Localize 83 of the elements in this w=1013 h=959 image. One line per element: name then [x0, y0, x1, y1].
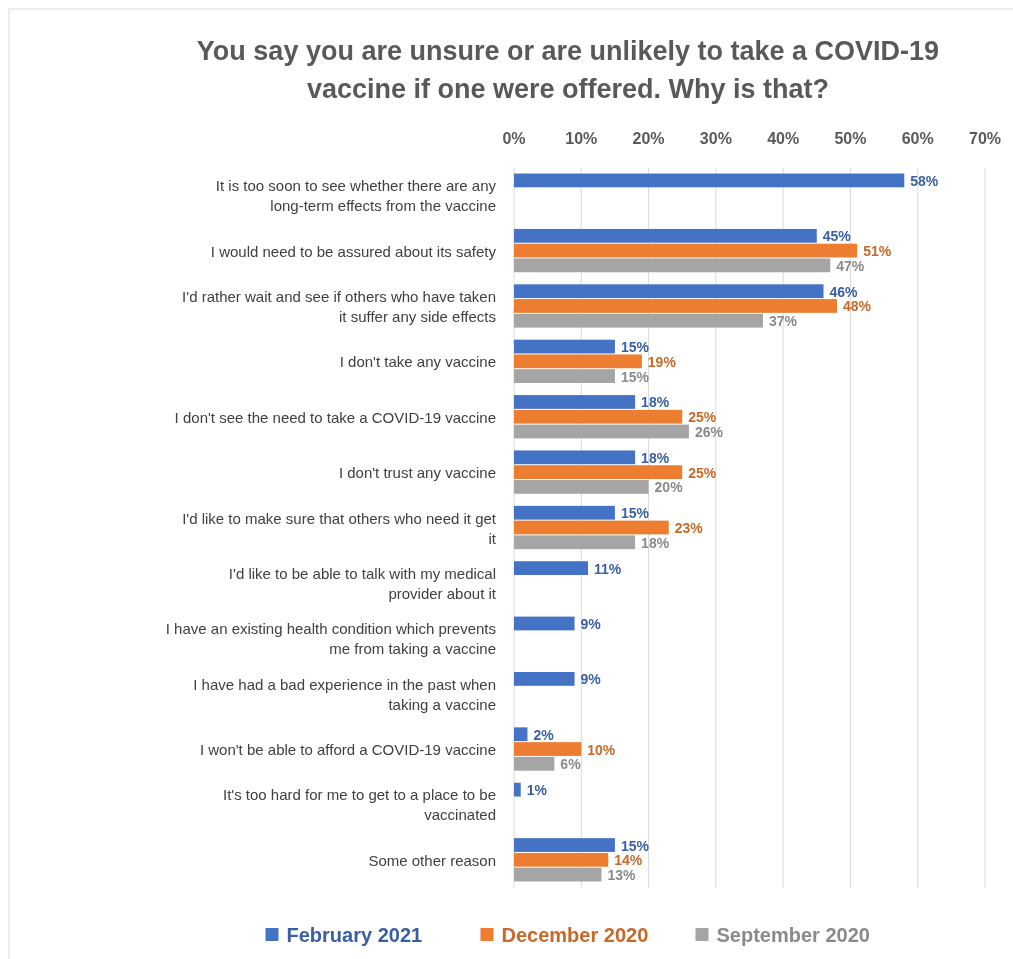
data-label: 51%: [863, 243, 892, 260]
data-label: 15%: [620, 339, 650, 356]
data-label: 47%: [836, 257, 865, 274]
y-tick-label: I have an existing health condition which prevents me from taking a vaccine: [165, 620, 496, 658]
bar: [514, 450, 636, 465]
bar: [514, 299, 837, 313]
bar: [514, 838, 615, 852]
data-label: 2%: [533, 726, 555, 743]
chart-title: You say you are unsure or are unlikely to take a COVID-19 vaccine if one were offered. Why is that?: [196, 36, 940, 104]
bar: [514, 561, 589, 575]
data-label: 14%: [614, 852, 643, 869]
bar: [514, 424, 689, 439]
x-tick-label: 30%: [699, 130, 732, 147]
bar: [514, 727, 528, 742]
data-label: 46%: [829, 283, 859, 300]
bar: [514, 867, 602, 882]
bar: [514, 742, 582, 756]
bar: [514, 228, 817, 243]
bar: [514, 284, 824, 299]
y-tick-label: I would need to be assured about its safety: [210, 242, 497, 260]
bar: [514, 782, 521, 797]
y-tick-label: I'd like to make sure that others who need it get it: [182, 509, 497, 547]
bar: [514, 535, 636, 550]
y-tick-label: Some other reason: [368, 851, 496, 869]
y-tick-label: It is too soon to see whether there are any long-term effects from the vaccine: [215, 177, 497, 215]
legend-label: December 2020: [501, 924, 649, 946]
y-tick-label: I won't be able to afford a COVID-19 vaccine: [199, 741, 496, 759]
data-label: 25%: [688, 409, 717, 426]
y-tick-label: I don't trust any vaccine: [338, 464, 496, 482]
data-label: 18%: [641, 394, 670, 411]
x-tick-label: 70%: [968, 130, 1002, 147]
bar: [514, 465, 683, 479]
x-tick-label: 60%: [901, 130, 934, 147]
y-tick-label: I'd like to be able to talk with my medical provider about it: [228, 564, 497, 602]
x-tick-label: 50%: [834, 130, 867, 147]
data-label: 20%: [654, 479, 684, 496]
legend-label: September 2020: [716, 924, 870, 946]
data-label: 6%: [560, 756, 582, 773]
data-label: 23%: [674, 520, 704, 536]
data-label: 37%: [768, 313, 798, 330]
bar: [514, 395, 636, 409]
y-tick-label: I don't see the need to take a COVID-19 vaccine: [174, 408, 496, 426]
bar: [514, 616, 575, 631]
bar: [514, 313, 763, 328]
data-label: 58%: [910, 172, 939, 189]
bar: [514, 243, 858, 258]
data-label: 18%: [641, 449, 670, 466]
data-label: 10%: [587, 741, 616, 758]
bar: [514, 520, 669, 535]
x-tick-label: 0%: [502, 130, 526, 147]
bar: [514, 672, 575, 686]
x-tick-label: 40%: [767, 130, 800, 147]
data-label: 9%: [580, 616, 602, 632]
bar: [514, 354, 642, 369]
data-label: 26%: [694, 424, 724, 440]
x-tick-label: 20%: [632, 130, 665, 147]
data-label: 11%: [594, 560, 622, 577]
bar: [514, 173, 905, 188]
legend-label: February 2021: [286, 924, 423, 946]
data-label: 15%: [620, 505, 650, 522]
bar: [514, 505, 615, 520]
data-label: 45%: [822, 228, 852, 245]
x-tick-label: 10%: [565, 130, 598, 147]
y-tick-label: I don't take any vaccine: [339, 353, 496, 371]
bar: [514, 369, 615, 383]
data-label: 9%: [580, 671, 602, 688]
y-tick-label: It's too hard for me to get to a place to be vaccinated: [222, 786, 496, 824]
data-label: 48%: [842, 298, 872, 315]
data-label: 25%: [688, 464, 717, 481]
bar: [514, 480, 649, 494]
y-tick-label: I have had a bad experience in the past when taking a vaccine: [193, 675, 496, 713]
bar: [514, 852, 609, 867]
data-label: 15%: [620, 837, 650, 854]
bar: [514, 409, 683, 424]
data-label: 1%: [526, 782, 548, 799]
data-label: 13%: [607, 867, 637, 884]
y-tick-label: I'd rather wait and see if others who have taken it suffer any side effects: [182, 287, 496, 325]
data-label: 15%: [620, 368, 650, 385]
bar: [514, 339, 615, 354]
bar: [514, 258, 831, 273]
data-label: 18%: [641, 534, 670, 551]
bar: [514, 756, 555, 771]
data-label: 19%: [647, 353, 677, 370]
